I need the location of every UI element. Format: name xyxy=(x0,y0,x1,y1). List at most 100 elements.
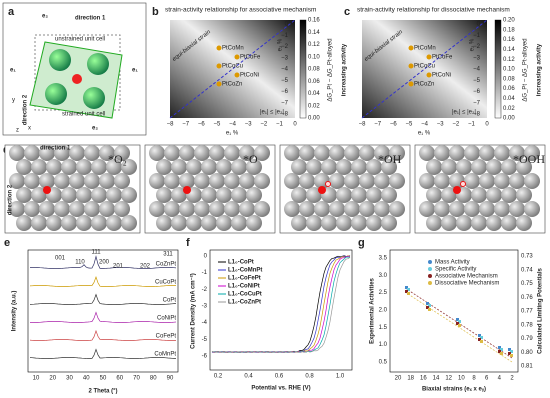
x-tick-label: −3 xyxy=(437,122,445,128)
x-tick-label: 16 xyxy=(420,376,427,382)
atom xyxy=(171,215,187,231)
atom xyxy=(24,201,40,217)
y-tick-label: 0.80 xyxy=(521,350,533,356)
atom xyxy=(164,201,180,217)
y-tick-label: 0.73 xyxy=(521,254,533,260)
y-tick-label: 0.08 xyxy=(503,76,515,82)
atom xyxy=(389,201,405,217)
point xyxy=(408,45,414,51)
atom xyxy=(374,173,390,189)
atom xyxy=(121,159,137,175)
atom xyxy=(149,173,165,189)
atom xyxy=(114,145,130,161)
y-tick-label: 3.5 xyxy=(379,256,388,262)
atom xyxy=(389,145,405,161)
marker xyxy=(508,352,511,355)
y-tick-label: −1 xyxy=(281,33,289,39)
point-label: PtCoMn xyxy=(222,46,244,52)
y-tick-label: 0.02 xyxy=(308,103,320,109)
peak-label: 311 xyxy=(163,252,173,258)
plot-frame xyxy=(389,249,519,373)
atom xyxy=(106,215,122,231)
y-tick-label: −7 xyxy=(473,100,481,106)
atom xyxy=(16,215,32,231)
x-tick-label: 18 xyxy=(407,376,414,382)
y-tick-label: 2.5 xyxy=(379,290,388,296)
x-tick-label: 2 xyxy=(510,376,514,382)
x-tick-label: 4 xyxy=(498,376,502,382)
legend-label: L1₀-CoNiPt xyxy=(228,284,260,290)
legend-label: Associative Mechanism xyxy=(435,274,498,280)
atom xyxy=(76,215,92,231)
marker xyxy=(458,324,461,327)
y-tick-label: −2 xyxy=(473,44,481,50)
axis-label: direction 2 xyxy=(8,184,14,215)
atom xyxy=(216,159,232,175)
point-label: PtCoCu xyxy=(414,64,435,70)
x-tick-label: 10 xyxy=(458,376,465,382)
point-label: PtCoZn xyxy=(222,82,242,88)
plot-frame xyxy=(209,249,353,371)
y-tick-label: −1 xyxy=(473,33,481,39)
atom xyxy=(479,201,495,217)
x-tick-label: −8 xyxy=(359,122,367,128)
adsorbate xyxy=(325,181,331,187)
atom xyxy=(84,201,100,217)
axis-label: Potential vs. RHE (V) xyxy=(251,386,310,392)
marker xyxy=(456,322,459,325)
plot-frame xyxy=(27,249,179,373)
caption: *O xyxy=(243,152,258,166)
atom xyxy=(91,187,107,203)
y-tick-label: -4 xyxy=(202,320,208,326)
y-tick-label: 0.10 xyxy=(308,54,320,60)
atom xyxy=(471,159,487,175)
y-tick-label: 0.5 xyxy=(379,360,388,366)
atom xyxy=(194,145,210,161)
atom xyxy=(46,215,62,231)
atom xyxy=(471,215,487,231)
atom xyxy=(449,201,465,217)
label: unstrained unit cell xyxy=(55,37,105,43)
peak-label: 201 xyxy=(113,264,124,270)
atom xyxy=(291,187,307,203)
x-tick-label: −4 xyxy=(229,122,237,128)
atom xyxy=(224,145,240,161)
y-tick-label: −4 xyxy=(281,67,289,73)
atom xyxy=(351,187,367,203)
label: x xyxy=(28,126,31,132)
atom xyxy=(359,173,375,189)
x-tick-label: 80 xyxy=(150,376,157,382)
axis-label: direction 2 xyxy=(23,94,29,125)
atom xyxy=(186,159,202,175)
axis-label: e₂ % xyxy=(278,38,284,51)
marker xyxy=(480,340,483,343)
x-tick-label: −8 xyxy=(167,122,175,128)
atom xyxy=(359,201,375,217)
atom xyxy=(524,145,540,161)
atom xyxy=(54,173,70,189)
adsorbate xyxy=(318,186,326,194)
label: g xyxy=(358,237,365,249)
x-tick-label: −6 xyxy=(390,122,398,128)
label: a xyxy=(8,6,15,18)
atom xyxy=(426,187,442,203)
axis-label: Intensity (a.u.) xyxy=(12,291,18,332)
y-tick-label: −5 xyxy=(281,78,289,84)
y-tick-label: 3.0 xyxy=(379,273,388,279)
atom xyxy=(9,145,25,161)
x-tick-label: −7 xyxy=(182,122,190,128)
atom xyxy=(224,201,240,217)
atom xyxy=(114,173,130,189)
x-tick-label: 90 xyxy=(167,376,174,382)
marker xyxy=(498,346,501,349)
atom xyxy=(54,201,70,217)
marker xyxy=(405,286,408,289)
legend-label: L1₀-CoPt xyxy=(228,260,254,266)
atom xyxy=(344,145,360,161)
atom xyxy=(246,159,262,175)
x-tick-label: −5 xyxy=(213,122,221,128)
x-tick-label: 40 xyxy=(83,376,90,382)
y-tick-label: 2.0 xyxy=(379,308,388,314)
atom xyxy=(336,187,352,203)
y-tick-label: -2 xyxy=(202,287,208,293)
